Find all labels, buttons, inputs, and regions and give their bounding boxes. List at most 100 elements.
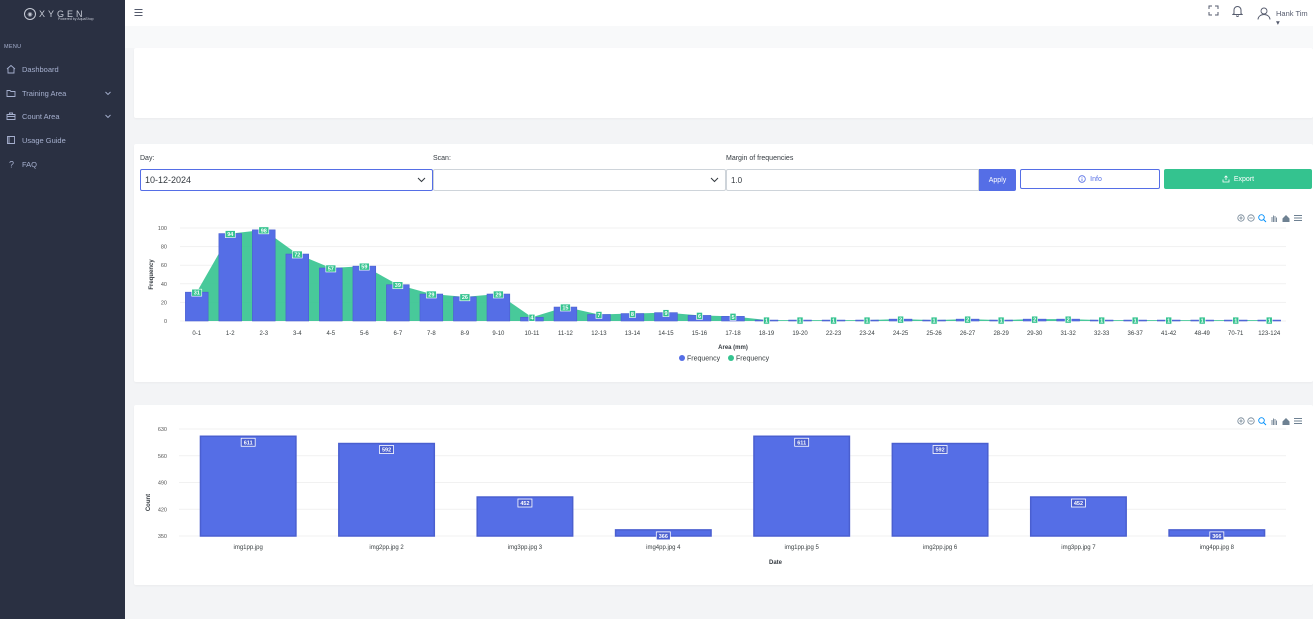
data-label: 452 [520,501,529,507]
data-label-box [359,262,370,271]
data-label: 1 [798,318,801,324]
bar [252,229,276,322]
x-axis-title: Date [769,560,783,566]
info-button[interactable]: Info [1020,169,1160,189]
sidebar-item-label: Dashboard [22,64,59,74]
sidebar-item-usage-guide[interactable]: Usage Guide [0,132,125,148]
bar [352,265,377,322]
count-chart: 350 420 490 560 630 Count 611 592 452 366 611 592 45… [146,417,1302,566]
sidebar-item-faq[interactable]: ? FAQ [0,156,125,172]
data-label: 1 [1234,318,1237,324]
app-logo[interactable]: ◉ XYGEN [24,5,94,23]
zoom-select-handle [1263,219,1267,223]
user-name: Hank Tim [1276,9,1308,18]
data-label: 452 [1074,501,1083,507]
data-label: 1 [1134,318,1137,324]
chevron-down-icon [417,177,426,183]
data-label: 29 [495,292,501,298]
header-strip [125,26,1313,48]
pan-hand-icon[interactable] [1271,418,1277,426]
x-tick-label: img2pp.jpg 2 [369,545,404,551]
scan-select[interactable] [433,169,726,191]
data-label-box [796,316,804,325]
zoom-in-icon[interactable] [1237,214,1245,222]
bar [285,253,309,322]
zoom-select-icon[interactable] [1258,214,1267,223]
x-tick-label: 22-23 [826,331,842,337]
data-label-box [830,316,837,325]
sidebar-item-label: FAQ [22,159,38,169]
x-tick-label: img3pp.jpg 3 [508,545,543,551]
reset-home-icon[interactable] [1282,418,1290,425]
sidebar-item-count-area[interactable]: Count Area [0,108,125,124]
x-tick-label: 26-27 [960,331,976,337]
reset-home-shape [1282,215,1290,222]
apply-button[interactable]: Apply [979,169,1016,191]
export-button[interactable]: Export [1164,169,1312,189]
chart-menu-icon[interactable] [1294,215,1302,221]
chart-menu-icon[interactable] [1294,418,1302,424]
data-label: 1 [765,318,768,324]
day-label: Day: [140,155,155,162]
data-label: 1 [1100,318,1103,324]
bell-icon[interactable] [1232,5,1243,17]
briefcase-icon [6,112,16,120]
hamburger-menu-icon[interactable] [134,8,143,17]
book-icon [7,136,15,144]
zoom-select-icon[interactable] [1258,417,1267,426]
data-label-box [794,437,810,447]
x-axis-title: Area (mm) [718,345,748,351]
x-tick-label: 19-20 [792,331,808,337]
data-label-box [528,313,536,322]
fullscreen-icon[interactable] [1208,5,1219,16]
x-tick-label: 0-1 [192,331,201,337]
x-tick-label: 11-12 [558,331,574,337]
zoom-select-handle [1263,422,1267,426]
x-tick-label: 31-32 [1060,331,1076,337]
y-tick-label: 60 [161,263,167,269]
pan-hand-fingers [1271,215,1277,222]
data-label: 592 [935,448,944,454]
data-label: 15 [562,305,568,311]
sidebar-item-dashboard[interactable]: Dashboard [0,61,125,77]
user-menu[interactable]: Hank Tim ▾ [1276,9,1308,27]
x-tick-label: 32-33 [1094,331,1110,337]
data-label: 6 [698,314,701,320]
export-icon [1222,175,1230,183]
zoom-out-icon[interactable] [1247,417,1255,425]
logo-mark-icon: ◉ [24,8,36,20]
data-label-box [1209,531,1225,541]
x-tick-label: 9-10 [492,331,505,337]
reset-home-icon[interactable] [1282,215,1290,222]
x-tick-label: 25-26 [926,331,942,337]
x-tick-label: img1pp.jpg [234,545,263,551]
x-tick-label: img4pp.jpg 4 [646,545,681,551]
data-label: 1 [1268,318,1271,324]
topbar: Hank Tim ▾ [125,0,1313,27]
data-label-box [493,290,504,299]
margin-input[interactable]: 1.0 [726,169,979,191]
x-tick-label: 3-4 [293,331,302,337]
data-label-box [1098,316,1105,325]
sidebar-item-training-area[interactable]: Training Area [0,85,125,101]
zoom-in-icon[interactable] [1237,417,1245,425]
data-label: 611 [797,440,806,446]
bar [753,435,851,537]
day-select[interactable]: 10-12-2024 [140,169,433,191]
question-icon: ? [9,160,14,170]
y-tick-label: 420 [158,507,167,513]
pan-hand-icon[interactable] [1271,215,1277,223]
data-label-box [258,226,270,235]
zoom-select-lens [1258,214,1265,221]
x-tick-label: 41-42 [1161,331,1177,337]
x-tick-label: 6-7 [394,331,403,337]
avatar[interactable] [1257,6,1271,20]
bar [476,496,574,537]
zoom-out-icon[interactable] [1247,214,1255,222]
y-tick-label: 350 [158,534,167,540]
data-label: 366 [659,534,668,540]
data-label-box [863,316,871,325]
top-card [134,48,1313,118]
x-tick-label: 7-8 [427,331,436,337]
